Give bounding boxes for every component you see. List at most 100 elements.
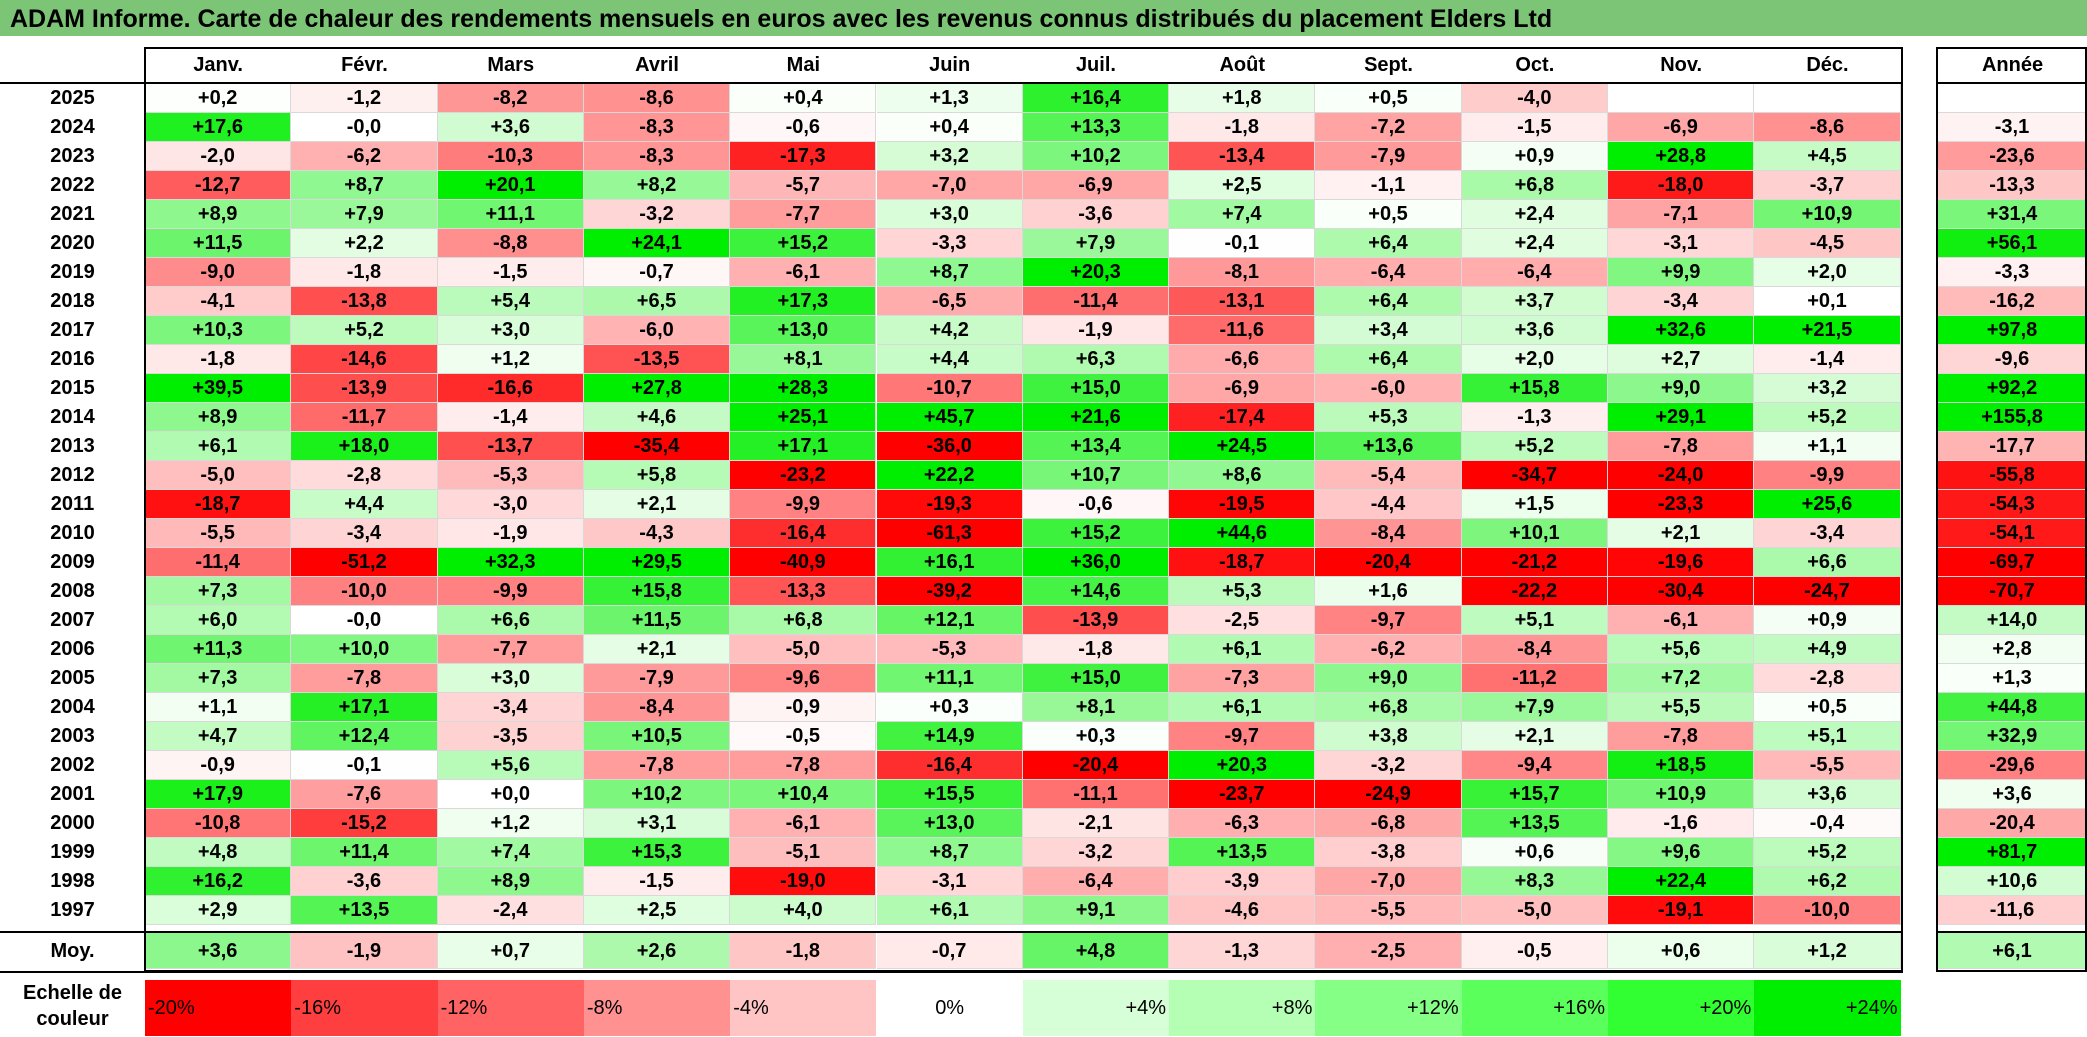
heatmap-cell: -1,5: [583, 867, 731, 896]
annual-cell: +97,8: [1938, 316, 2087, 345]
heatmap-cell: -3,2: [583, 200, 731, 229]
heatmap-cell: +6,8: [1315, 693, 1462, 722]
heatmap-cell: +1,8: [1169, 84, 1316, 113]
heatmap-cell: -5,1: [730, 838, 877, 867]
heatmap-cell: +0,4: [876, 113, 1023, 142]
month-header: Nov.: [1660, 54, 1703, 76]
heatmap-cell: +25,6: [1754, 490, 1901, 519]
heatmap-cell: +7,4: [1169, 200, 1316, 229]
month-header: Janv.: [193, 54, 243, 76]
heatmap-cell: +0,5: [1754, 693, 1901, 722]
heatmap-cell: -30,4: [1608, 577, 1755, 606]
heatmap-cell: +39,5: [145, 374, 292, 403]
annual-cell: [1938, 84, 2087, 113]
heatmap-cell: +13,5: [1461, 809, 1608, 838]
heatmap-cell: -16,4: [876, 751, 1023, 780]
heatmap-cell: +5,5: [1608, 693, 1755, 722]
heatmap-cell: -4,4: [1315, 490, 1462, 519]
heatmap-cell: +7,9: [1022, 229, 1170, 258]
annual-cell: +32,9: [1938, 722, 2087, 751]
heatmap-cell: -10,0: [1754, 896, 1901, 925]
average-cell: -0,5: [1461, 933, 1608, 969]
heatmap-cell: +3,0: [437, 664, 584, 693]
heatmap-cell: +15,8: [583, 577, 731, 606]
heatmap-cell: -10,7: [876, 374, 1023, 403]
heatmap-cell: +0,0: [437, 780, 584, 809]
year-label: 2021: [50, 203, 95, 225]
heatmap-cell: -3,9: [1169, 867, 1316, 896]
heatmap-cell: +5,6: [437, 751, 584, 780]
heatmap-cell: +6,3: [1022, 345, 1170, 374]
annual-cell: -3,3: [1938, 258, 2087, 287]
annual-cell: -17,7: [1938, 432, 2087, 461]
heatmap-cell: -9,0: [145, 258, 292, 287]
heatmap-cell: +8,7: [876, 838, 1023, 867]
annual-cell: -11,6: [1938, 896, 2087, 925]
heatmap-cell: -24,7: [1754, 577, 1901, 606]
heatmap-cell: -5,3: [876, 635, 1023, 664]
heatmap-cell: +7,9: [1461, 693, 1608, 722]
heatmap-cell: -6,0: [1315, 374, 1462, 403]
heatmap-cell: -9,9: [730, 490, 877, 519]
year-label: 2002: [50, 754, 95, 776]
heatmap-cell: -24,9: [1315, 780, 1462, 809]
annual-cell: -69,7: [1938, 548, 2087, 577]
heatmap-cell: -8,4: [583, 693, 731, 722]
heatmap-cell: +5,2: [1754, 838, 1901, 867]
heatmap-cell: -2,8: [1754, 664, 1901, 693]
row-separator: [0, 82, 1903, 84]
heatmap-cell: +2,0: [1754, 258, 1901, 287]
year-label: 2013: [50, 435, 95, 457]
heatmap-cell: +36,0: [1022, 548, 1170, 577]
heatmap-cell: -5,7: [730, 171, 877, 200]
month-header: Avril: [635, 54, 679, 76]
year-label: 2007: [50, 609, 95, 631]
heatmap-cell: +6,4: [1315, 229, 1462, 258]
heatmap-cell: -7,8: [291, 664, 438, 693]
heatmap-cell: -13,9: [1022, 606, 1170, 635]
color-scale-step: +8%: [1169, 980, 1316, 1036]
heatmap-cell: -35,4: [583, 432, 731, 461]
color-scale-step: +4%: [1022, 980, 1170, 1036]
heatmap-cell: +15,5: [876, 780, 1023, 809]
heatmap-cell: +15,2: [730, 229, 877, 258]
year-label: 2003: [50, 725, 95, 747]
heatmap-cell: -8,6: [1754, 113, 1901, 142]
heatmap-cell: -2,4: [437, 896, 584, 925]
heatmap-cell: -8,1: [1169, 258, 1316, 287]
color-scale-step: -8%: [583, 980, 731, 1036]
heatmap-cell: -3,0: [437, 490, 584, 519]
year-label: 1997: [50, 899, 95, 921]
heatmap-cell: -5,5: [145, 519, 292, 548]
heatmap-cell: -1,9: [1022, 316, 1170, 345]
heatmap-cell: -7,1: [1608, 200, 1755, 229]
heatmap-cell: -5,5: [1315, 896, 1462, 925]
heatmap-cell: -11,7: [291, 403, 438, 432]
heatmap-cell: +4,2: [876, 316, 1023, 345]
heatmap-cell: -5,3: [437, 461, 584, 490]
heatmap-cell: -0,0: [291, 606, 438, 635]
heatmap-cell: -13,7: [437, 432, 584, 461]
heatmap-cell: +2,7: [1608, 345, 1755, 374]
heatmap-cell: -0,0: [291, 113, 438, 142]
heatmap-cell: +9,9: [1608, 258, 1755, 287]
heatmap-cell: +8,2: [583, 171, 731, 200]
heatmap-cell: +5,6: [1608, 635, 1755, 664]
heatmap-cell: -1,8: [145, 345, 292, 374]
heatmap-cell: -10,8: [145, 809, 292, 838]
heatmap-cell: -6,0: [583, 316, 731, 345]
heatmap-cell: +10,2: [583, 780, 731, 809]
heatmap-cell: -3,2: [1022, 838, 1170, 867]
heatmap-cell: +1,2: [437, 345, 584, 374]
month-header: Oct.: [1515, 54, 1555, 76]
heatmap-cell: -1,1: [1315, 171, 1462, 200]
heatmap-cell: +4,0: [730, 896, 877, 925]
heatmap-cell: -6,9: [1169, 374, 1316, 403]
heatmap-cell: -9,6: [730, 664, 877, 693]
heatmap-cell: -6,2: [291, 142, 438, 171]
heatmap-cell: +8,9: [145, 200, 292, 229]
heatmap-cell: +13,0: [876, 809, 1023, 838]
heatmap-cell: -9,4: [1461, 751, 1608, 780]
heatmap-cell: -5,0: [145, 461, 292, 490]
heatmap-cell: -7,8: [1608, 722, 1755, 751]
